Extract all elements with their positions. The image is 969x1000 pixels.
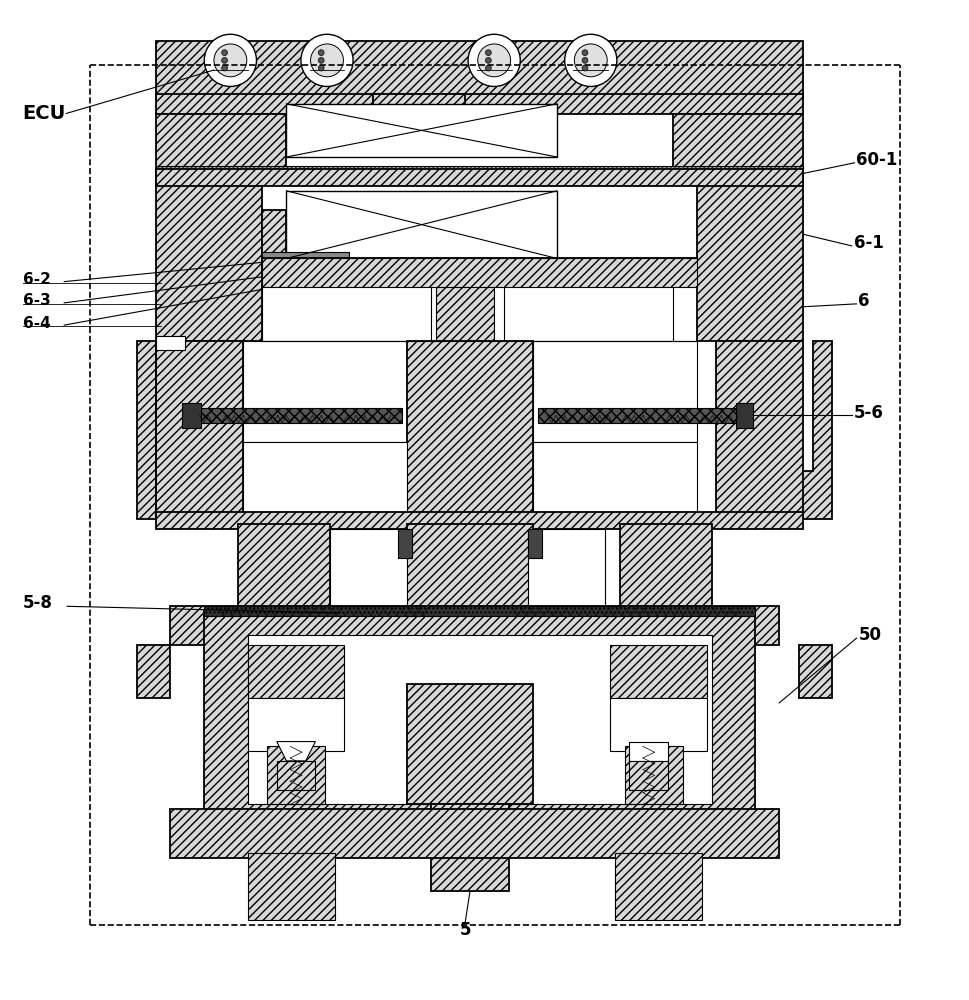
Circle shape [214, 44, 247, 77]
Circle shape [222, 50, 228, 56]
Circle shape [565, 34, 617, 86]
Circle shape [318, 50, 324, 56]
Bar [407, 684, 533, 804]
Polygon shape [277, 742, 316, 761]
Bar [171, 606, 779, 645]
Circle shape [301, 34, 353, 86]
Bar [436, 258, 494, 341]
Bar [204, 611, 755, 814]
Text: 6-4: 6-4 [22, 316, 50, 331]
Circle shape [582, 57, 588, 63]
Text: 5-6: 5-6 [854, 404, 884, 422]
Bar [287, 191, 557, 258]
Circle shape [311, 44, 343, 77]
Bar [697, 171, 803, 341]
Circle shape [575, 44, 608, 77]
Bar [263, 266, 349, 278]
Polygon shape [784, 341, 832, 519]
Bar [248, 635, 711, 804]
Circle shape [485, 50, 491, 56]
Polygon shape [137, 341, 190, 519]
Bar [238, 524, 329, 616]
Text: 60-1: 60-1 [857, 151, 898, 169]
Polygon shape [277, 761, 316, 790]
Bar [620, 524, 711, 616]
Bar [156, 512, 803, 529]
Bar [248, 853, 334, 920]
Bar [267, 746, 325, 804]
Polygon shape [630, 742, 668, 761]
Circle shape [222, 65, 228, 71]
Bar [263, 258, 431, 341]
Text: ECU: ECU [22, 104, 66, 123]
Bar [156, 166, 803, 175]
Circle shape [582, 65, 588, 71]
Polygon shape [630, 761, 668, 790]
Circle shape [318, 65, 324, 71]
Bar [156, 169, 803, 186]
Bar [171, 809, 779, 858]
Bar [407, 341, 533, 519]
Circle shape [468, 34, 520, 86]
Bar [528, 529, 543, 558]
Bar [243, 341, 407, 442]
Bar [156, 41, 803, 99]
Bar [182, 403, 202, 428]
Bar [672, 114, 803, 171]
Bar [190, 408, 402, 423]
Circle shape [478, 44, 511, 77]
Bar [431, 804, 509, 891]
Text: 50: 50 [859, 626, 882, 644]
Bar [533, 442, 697, 519]
Bar [528, 529, 606, 606]
Bar [156, 94, 803, 114]
Circle shape [204, 34, 257, 86]
Circle shape [222, 57, 228, 63]
Circle shape [318, 57, 324, 63]
Bar [397, 529, 412, 558]
Bar [204, 606, 755, 616]
Bar [610, 645, 706, 698]
Bar [735, 403, 753, 428]
Bar [504, 258, 672, 341]
Text: 6-3: 6-3 [22, 293, 50, 308]
Bar [156, 114, 287, 171]
Text: 5: 5 [459, 921, 471, 939]
Bar [156, 341, 243, 519]
Bar [329, 529, 407, 606]
Bar [610, 698, 706, 751]
Bar [407, 524, 533, 684]
Bar [263, 210, 287, 268]
Bar [243, 442, 407, 519]
Bar [716, 341, 803, 519]
Bar [615, 853, 702, 920]
Bar [373, 94, 465, 152]
Bar [263, 258, 697, 287]
Text: 6-2: 6-2 [22, 272, 50, 287]
Bar [156, 336, 185, 350]
Circle shape [485, 57, 491, 63]
Text: 5-8: 5-8 [22, 594, 52, 612]
Bar [263, 252, 349, 263]
Circle shape [485, 65, 491, 71]
Circle shape [582, 50, 588, 56]
Bar [263, 278, 349, 289]
Bar [287, 104, 557, 157]
Bar [533, 341, 697, 442]
Bar [156, 171, 263, 341]
Bar [625, 746, 682, 804]
Text: 6-1: 6-1 [854, 234, 884, 252]
Bar [248, 645, 344, 698]
Polygon shape [798, 645, 832, 698]
Bar [538, 408, 750, 423]
Text: 6: 6 [859, 292, 870, 310]
Bar [248, 698, 344, 751]
Polygon shape [137, 645, 171, 698]
